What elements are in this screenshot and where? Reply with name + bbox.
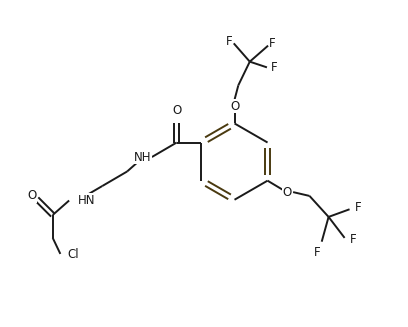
Text: F: F bbox=[226, 35, 233, 48]
Text: F: F bbox=[314, 246, 320, 259]
Text: F: F bbox=[355, 201, 362, 214]
Text: O: O bbox=[172, 104, 181, 117]
Text: F: F bbox=[271, 61, 277, 74]
Text: O: O bbox=[230, 100, 239, 113]
Text: Cl: Cl bbox=[67, 248, 79, 261]
Text: HN: HN bbox=[78, 194, 95, 207]
Text: F: F bbox=[350, 233, 357, 246]
Text: O: O bbox=[27, 189, 37, 202]
Text: O: O bbox=[283, 186, 292, 199]
Text: F: F bbox=[269, 37, 276, 50]
Text: NH: NH bbox=[134, 150, 151, 164]
